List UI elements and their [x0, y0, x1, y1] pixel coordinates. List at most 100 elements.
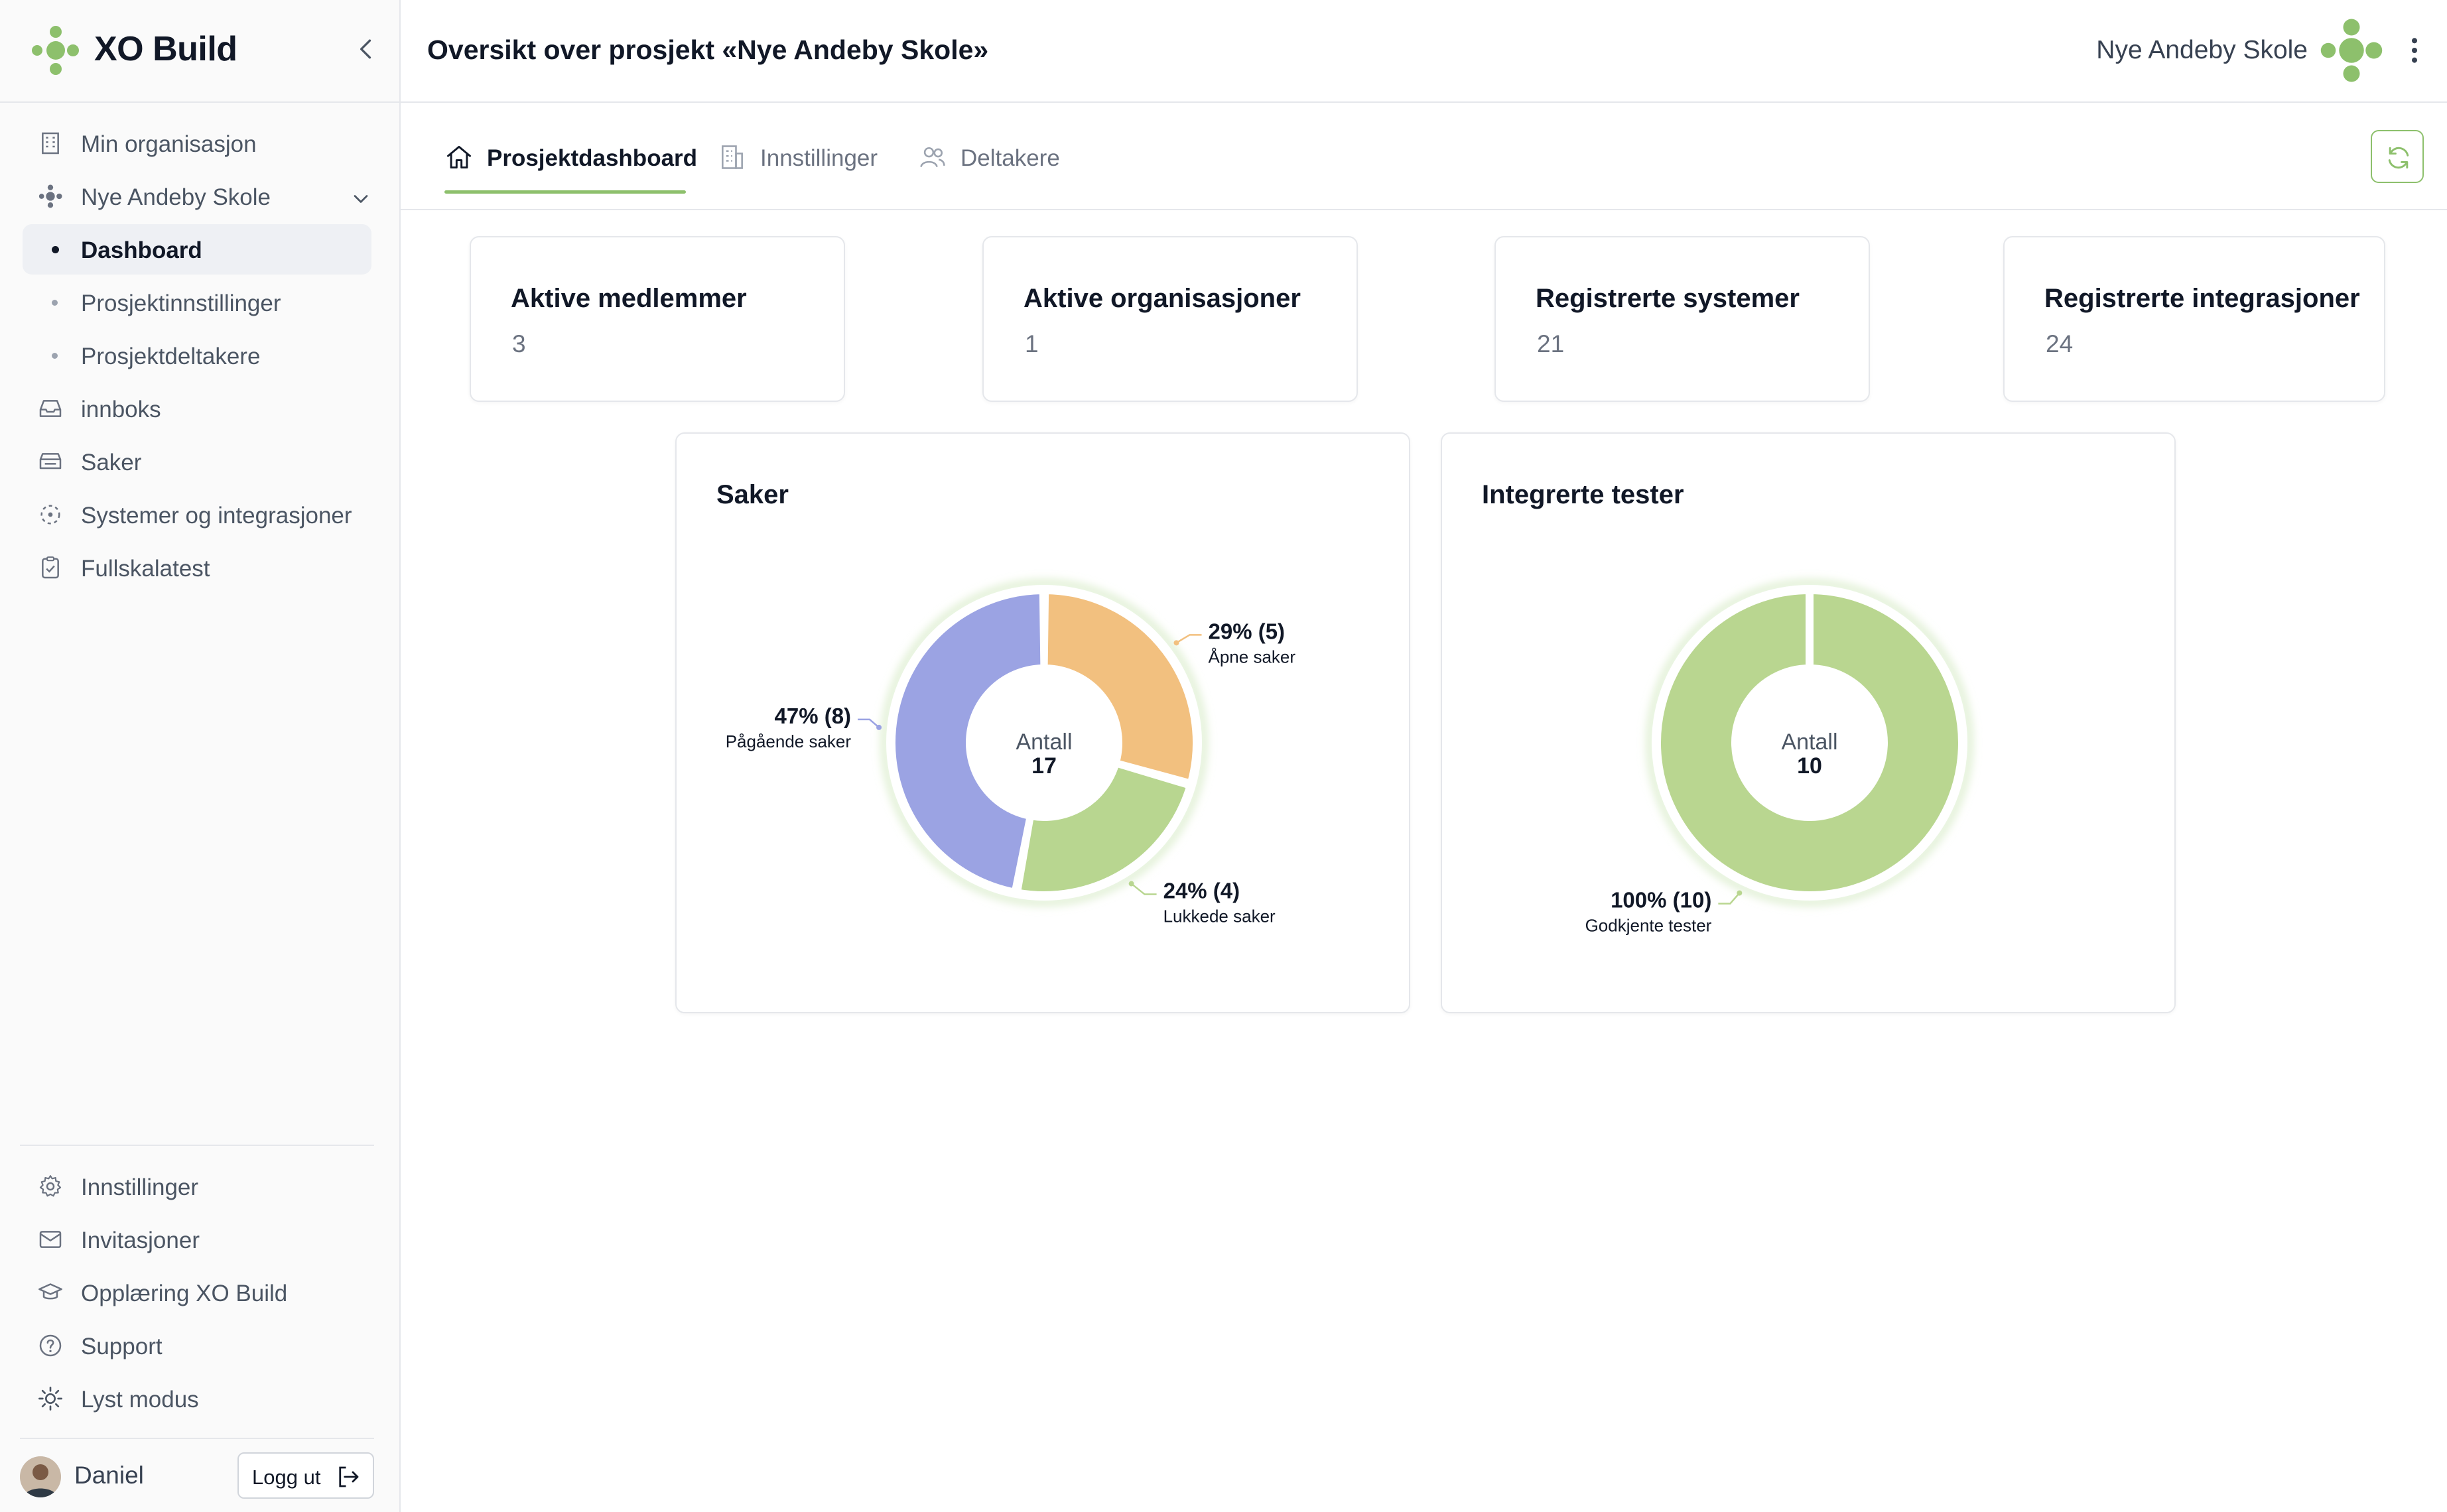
home-icon — [447, 145, 471, 169]
donut-slice-p-g-ende-saker[interactable] — [890, 588, 1046, 895]
stat-value: 24 — [2046, 330, 2074, 357]
page-title: Oversikt over prosjekt «Nye Andeby Skole… — [427, 34, 989, 65]
project-icon — [38, 184, 62, 208]
sidebar-item-label: Prosjektdeltakere — [81, 344, 261, 369]
donut-center-total: 17 — [1031, 753, 1057, 779]
stat-value: 21 — [1537, 330, 1565, 357]
chart-title: Integrerte tester — [1482, 480, 1684, 509]
stat-card-aktive-medlemmer: Aktive medlemmer 3 — [470, 236, 845, 402]
tray-icon — [39, 453, 62, 470]
refresh-button[interactable] — [2371, 130, 2424, 183]
stat-card-registrerte-integrasjoner: Registrerte integrasjoner 24 — [2003, 236, 2385, 402]
sidebar-item-prosjektdeltakere[interactable]: Prosjektdeltakere — [23, 330, 371, 381]
logout-button[interactable]: Logg ut — [237, 1452, 374, 1499]
sidebar-item-invitasjoner[interactable]: Invitasjoner — [23, 1214, 371, 1265]
sidebar-item-label: Support — [81, 1334, 163, 1359]
sidebar-item-fullskalatest[interactable]: Fullskalatest — [23, 542, 371, 593]
xo-build-logo-icon — [32, 26, 79, 75]
stat-card-aktive-organisasjoner: Aktive organisasjoner 1 — [982, 236, 1358, 402]
sidebar-divider — [20, 1145, 374, 1146]
integration-icon — [40, 505, 60, 525]
mail-icon — [39, 1231, 62, 1248]
tab-innstillinger[interactable]: Innstillinger — [718, 136, 897, 178]
sidebar: XO Build Min organisasjon Nye Andeby Sko… — [0, 0, 401, 1512]
donut-slice-godkjente-tester[interactable] — [1656, 588, 1963, 897]
sun-icon — [38, 1387, 62, 1411]
sidebar-item-saker[interactable]: Saker — [23, 436, 371, 487]
sidebar-item-prosjektinnstillinger[interactable]: Prosjektinnstillinger — [23, 277, 371, 328]
user-avatar-icon — [20, 1456, 61, 1497]
tab-label: Deltakere — [960, 145, 1060, 171]
tab-prosjektdashboard[interactable]: Prosjektdashboard — [444, 136, 698, 178]
slice-name-label: Godkjente tester — [1585, 916, 1712, 936]
sidebar-item-innboks[interactable]: innboks — [23, 383, 371, 434]
stat-title: Aktive medlemmer — [511, 284, 747, 313]
chart-card-saker: Saker Antall 17 29% (5) Åpne saker 24% (4) Lu… — [675, 432, 1410, 1013]
stat-value: 3 — [512, 330, 526, 357]
sidebar-item-support[interactable]: Support — [23, 1320, 371, 1371]
sidebar-item-innstillinger[interactable]: Innstillinger — [23, 1161, 371, 1212]
stat-title: Registrerte integrasjoner — [2044, 284, 2360, 313]
graduation-cap-icon — [38, 1283, 62, 1300]
sidebar-item-dashboard[interactable]: Dashboard — [23, 224, 371, 275]
top-bar: Oversikt over prosjekt «Nye Andeby Skole… — [401, 0, 2447, 103]
tab-deltakere[interactable]: Deltakere — [918, 136, 1077, 178]
label-leader-line — [858, 718, 880, 728]
stat-title: Aktive organisasjoner — [1024, 284, 1301, 313]
sidebar-item-min-organisasjon[interactable]: Min organisasjon — [23, 118, 371, 168]
active-tab-indicator — [444, 190, 686, 194]
sidebar-item-label: Saker — [81, 450, 142, 475]
label-anchor-dot — [1737, 890, 1743, 896]
bullet-dot-icon — [52, 300, 58, 306]
collapse-sidebar-icon[interactable] — [352, 34, 381, 64]
inbox-icon — [39, 400, 62, 417]
donut-center-total: 10 — [1797, 753, 1822, 779]
avatar[interactable] — [20, 1456, 61, 1497]
logout-icon — [339, 1466, 359, 1487]
current-project-name[interactable]: Nye Andeby Skole — [2096, 36, 2308, 64]
tab-bar: Prosjektdashboard Innstillinger Deltaker… — [401, 103, 2447, 210]
more-options-icon[interactable] — [2409, 36, 2420, 65]
sidebar-item-opplaering[interactable]: Opplæring XO Build — [23, 1267, 371, 1318]
sidebar-item-label: Lyst modus — [81, 1387, 199, 1413]
sidebar-item-project[interactable]: Nye Andeby Skole — [23, 171, 371, 221]
tab-label: Prosjektdashboard — [487, 145, 698, 171]
stat-value: 1 — [1025, 330, 1039, 357]
label-leader-line — [1175, 634, 1202, 644]
sidebar-item-label: Dashboard — [81, 237, 202, 263]
label-leader-line — [1130, 883, 1157, 895]
user-name: Daniel — [74, 1462, 144, 1489]
label-leader-line — [1718, 892, 1741, 905]
label-anchor-dot — [1128, 881, 1134, 887]
sidebar-divider — [20, 1438, 374, 1439]
building-icon — [722, 145, 743, 169]
donut-center-label: Antall — [1016, 729, 1072, 755]
slice-value-label: 24% (4) — [1163, 879, 1240, 903]
project-logo-icon — [2320, 19, 2383, 82]
chevron-down-icon[interactable] — [349, 187, 373, 211]
slice-name-label: Åpne saker — [1209, 647, 1296, 666]
chart-title: Saker — [716, 480, 789, 509]
sidebar-item-systemer[interactable]: Systemer og integrasjoner — [23, 489, 371, 540]
sidebar-item-label: Innstillinger — [81, 1174, 199, 1200]
sidebar-item-label: Opplæring XO Build — [81, 1281, 288, 1306]
slice-value-label: 47% (8) — [775, 704, 852, 728]
sidebar-item-label: Nye Andeby Skole — [81, 184, 271, 210]
label-anchor-dot — [1173, 640, 1179, 646]
sidebar-item-label: Fullskalatest — [81, 556, 210, 582]
sidebar-item-label: innboks — [81, 397, 161, 422]
sidebar-item-label: Prosjektinnstillinger — [81, 290, 281, 316]
user-row: Daniel Logg ut — [20, 1452, 378, 1499]
stat-card-registrerte-systemer: Registrerte systemer 21 — [1494, 236, 1870, 402]
logout-label: Logg ut — [252, 1466, 321, 1489]
slice-name-label: Lukkede saker — [1163, 907, 1276, 926]
sidebar-item-label: Systemer og integrasjoner — [81, 503, 352, 529]
donut-slice-lukkede-saker[interactable] — [1015, 761, 1193, 897]
donut-slice--pne-saker[interactable] — [1042, 588, 1198, 786]
users-icon — [920, 147, 945, 168]
label-anchor-dot — [876, 724, 882, 730]
sidebar-item-lyst-modus[interactable]: Lyst modus — [23, 1373, 371, 1424]
building-icon — [42, 132, 59, 155]
